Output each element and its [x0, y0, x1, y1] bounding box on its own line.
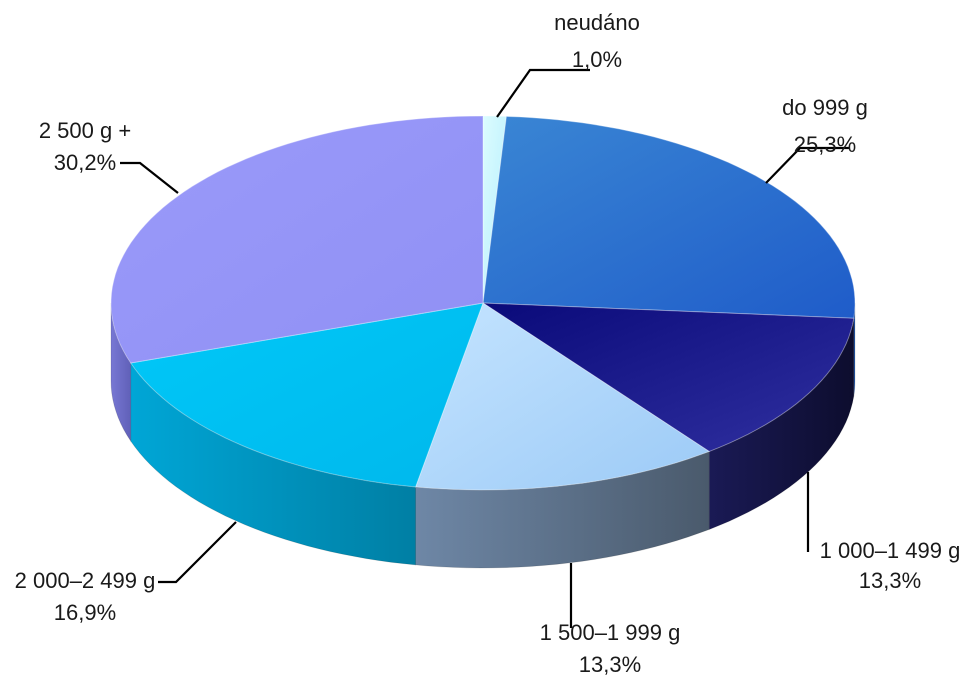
slice-value-label: 30,2% — [54, 150, 116, 175]
pie-slice — [414, 302, 711, 491]
slice-value-label: 1,0% — [572, 47, 622, 72]
pie-slice — [482, 115, 856, 319]
slice-value-label: 13,3% — [859, 568, 921, 593]
slice-label: 1 500–1 999 g — [540, 620, 681, 645]
slice-value-label: 16,9% — [54, 600, 116, 625]
slice-label: 2 500 g + — [39, 118, 131, 143]
pie-slice — [481, 302, 855, 453]
leader-line — [120, 161, 179, 194]
pie-slice — [129, 302, 484, 488]
slice-label: neudáno — [554, 10, 640, 35]
slice-label: 1 000–1 499 g — [820, 538, 961, 563]
pie-slice — [110, 115, 484, 364]
leader-line — [158, 521, 237, 584]
slice-label: do 999 g — [782, 95, 868, 120]
leader-line — [496, 68, 590, 118]
slice-label: 2 000–2 499 g — [15, 568, 156, 593]
leader-line — [765, 146, 850, 184]
slice-value-label: 13,3% — [579, 652, 641, 677]
slice-value-label: 25,3% — [794, 132, 856, 157]
